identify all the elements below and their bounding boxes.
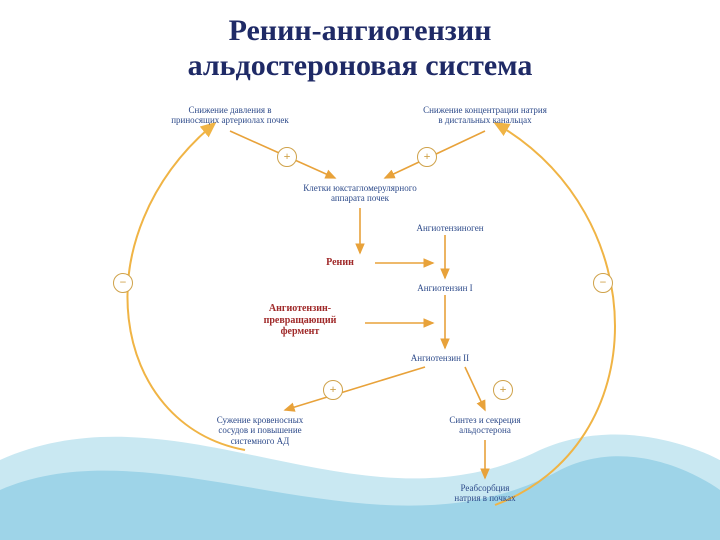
node-n10: Синтез и секреция альдостерона (410, 415, 560, 436)
node-n11: Реабсорбция натрия в почках (410, 483, 560, 504)
node-n1: Снижение давления в приносящих артериола… (140, 105, 320, 126)
sign-minus-2: − (113, 273, 133, 293)
slide: Ренин-ангиотензин альдостероновая систем… (0, 0, 720, 540)
feedback-loops (128, 123, 615, 505)
title-line1: Ренин-ангиотензин (229, 14, 492, 47)
title-line2: альдостероновая система (188, 49, 533, 82)
node-n6: Ангиотензин I (390, 283, 500, 293)
diagram: Снижение давления в приносящих артериола… (95, 105, 625, 525)
node-n7: Ангиотензин- превращающий фермент (235, 303, 365, 338)
node-n3: Клетки юкстагломерулярного аппарата поче… (280, 183, 440, 204)
feedback-loop-0 (128, 123, 245, 450)
feedback-loop-1 (495, 123, 615, 505)
node-n4: Ангиотензиноген (390, 223, 510, 233)
node-n8: Ангиотензин II (385, 353, 495, 363)
node-n2: Снижение концентрации натрия в дистальны… (385, 105, 585, 126)
node-n5: Ренин (305, 257, 375, 269)
sign-plus-5: + (493, 380, 513, 400)
sign-plus-1: + (417, 147, 437, 167)
arrow-7 (285, 367, 425, 410)
node-n9: Сужение кровеносных сосудов и повышение … (175, 415, 345, 446)
sign-minus-3: − (593, 273, 613, 293)
arrow-8 (465, 367, 485, 410)
sign-plus-4: + (323, 380, 343, 400)
page-title: Ренин-ангиотензин альдостероновая систем… (0, 14, 720, 83)
sign-plus-0: + (277, 147, 297, 167)
